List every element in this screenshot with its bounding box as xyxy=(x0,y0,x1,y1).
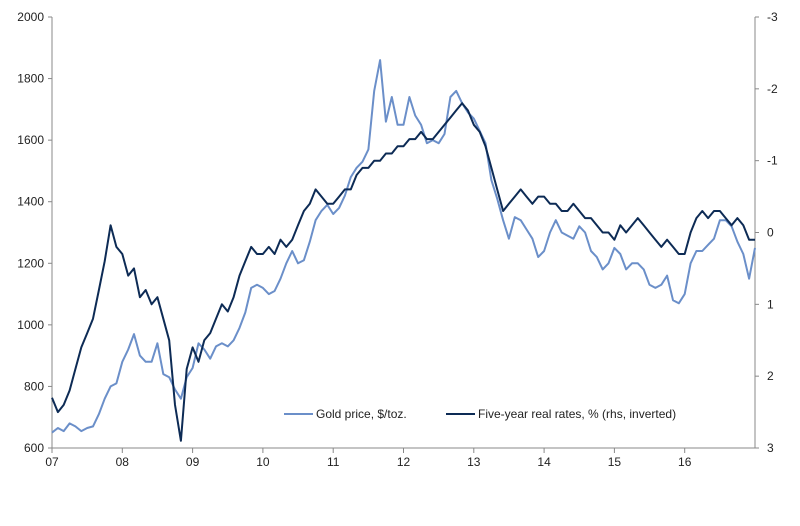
left-tick-label: 600 xyxy=(24,441,44,455)
legend-label-rates: Five-year real rates, % (rhs, inverted) xyxy=(478,407,676,421)
legend-label-gold: Gold price, $/toz. xyxy=(316,407,407,421)
right-tick-label: -1 xyxy=(767,154,778,168)
left-tick-label: 1000 xyxy=(17,318,44,332)
right-tick-label: 2 xyxy=(767,369,774,383)
x-tick-label: 16 xyxy=(678,455,692,469)
x-tick-label: 07 xyxy=(45,455,59,469)
left-tick-label: 800 xyxy=(24,379,44,393)
legend: Gold price, $/toz. Five-year real rates,… xyxy=(284,407,676,421)
right-tick-label: 0 xyxy=(767,226,774,240)
x-tick-label: 10 xyxy=(256,455,270,469)
x-tick-label: 15 xyxy=(608,455,622,469)
x-tick-label: 11 xyxy=(327,455,340,469)
left-tick-label: 1200 xyxy=(17,256,44,270)
left-tick-label: 2000 xyxy=(17,10,44,24)
real-rates-line xyxy=(51,102,755,442)
x-tick-label: 13 xyxy=(467,455,481,469)
left-tick-label: 1800 xyxy=(17,72,44,86)
x-tick-label: 09 xyxy=(186,455,200,469)
left-tick-label: 1400 xyxy=(17,195,44,209)
x-tick-label: 08 xyxy=(116,455,130,469)
right-tick-label: -3 xyxy=(767,10,778,24)
x-tick-label: 14 xyxy=(537,455,551,469)
right-tick-label: 1 xyxy=(767,297,774,311)
x-tick-label: 12 xyxy=(397,455,411,469)
right-tick-label: 3 xyxy=(767,441,774,455)
right-tick-label: -2 xyxy=(767,82,778,96)
gold-price-line xyxy=(51,59,756,434)
left-tick-label: 1600 xyxy=(17,133,44,147)
